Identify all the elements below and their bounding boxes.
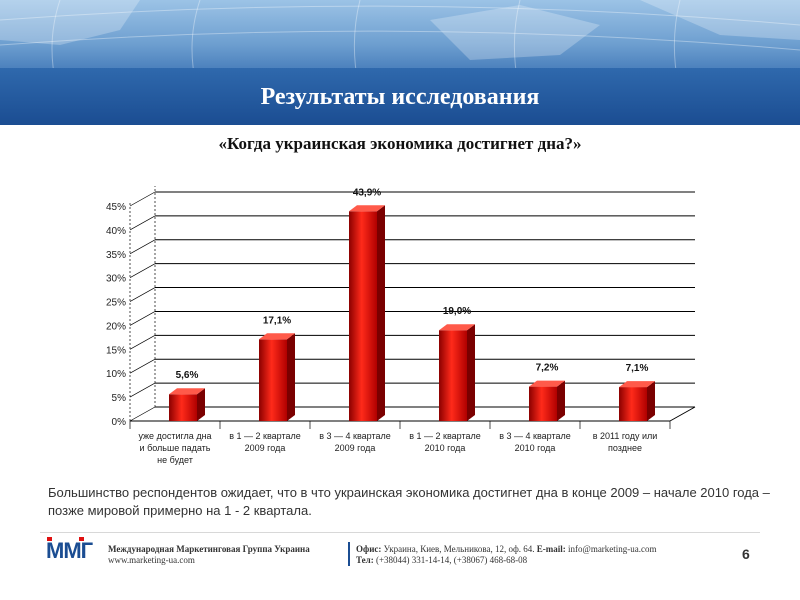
contact-info: Офис: Украина, Киев, Мельникова, 12, оф.… xyxy=(356,544,657,566)
side-wall-line xyxy=(129,215,156,231)
summary-text: Большинство респондентов ожидает, что в … xyxy=(48,485,770,518)
company-website[interactable]: www.marketing-ua.com xyxy=(108,555,195,565)
data-label: 7,1% xyxy=(626,363,649,374)
bar-top xyxy=(439,324,475,331)
x-tick-label: в 2011 году или позднее xyxy=(593,431,658,453)
bar-side xyxy=(557,380,565,421)
y-tick-label: 20% xyxy=(106,321,126,332)
data-label: 43,9% xyxy=(353,187,381,198)
data-label: 19,0% xyxy=(443,306,471,317)
side-wall-line xyxy=(129,263,156,278)
footer-divider xyxy=(40,532,760,533)
header-banner xyxy=(0,0,800,125)
bar-front xyxy=(349,211,377,421)
bar-front xyxy=(169,394,197,421)
world-map-background xyxy=(0,0,800,125)
company-logo: ММГ xyxy=(46,537,95,563)
company-info: Международная Маркетинговая Группа Украи… xyxy=(108,544,310,566)
bar xyxy=(439,324,475,421)
x-tick-label: уже достигла дна и больше падать не будет xyxy=(138,431,211,465)
bar xyxy=(169,388,205,421)
bar-chart: 0% 5% 10% 15% 20% 25% 30% 35% 40% 45% 5,6% 17,1% 43… xyxy=(106,186,696,465)
y-tick-label: 0% xyxy=(112,417,127,428)
bar-top xyxy=(259,333,295,340)
y-tick-label: 25% xyxy=(106,298,126,309)
bar xyxy=(349,205,385,421)
svg-text:ММГ: ММГ xyxy=(46,538,94,563)
phone-numbers: (+38044) 331-14-14, (+38067) 468-68-08 xyxy=(375,555,528,565)
bar-top xyxy=(529,380,565,387)
bar-side xyxy=(467,324,475,421)
bar-side xyxy=(197,388,205,421)
data-label: 5,6% xyxy=(176,370,199,381)
side-wall-line xyxy=(129,287,156,302)
x-tick-label: в 3 — 4 квартале 2009 года xyxy=(319,431,391,453)
bar-front xyxy=(529,386,557,421)
side-wall-line xyxy=(129,311,156,326)
data-label: 17,1% xyxy=(263,315,291,326)
survey-question: «Когда украинская экономика достигнет дн… xyxy=(218,134,582,153)
bar xyxy=(259,333,295,421)
side-wall-line xyxy=(129,382,156,398)
y-tick-label: 10% xyxy=(106,369,126,380)
x-axis: уже достигла дна и больше падать не будет в… xyxy=(129,421,671,465)
side-wall-line xyxy=(129,191,156,207)
y-tick-label: 5% xyxy=(112,393,127,404)
email-link[interactable]: info@marketing-ua.com xyxy=(568,544,657,554)
data-labels: 5,6% 17,1% 43,9% 19,0% 7,2% 7,1% xyxy=(176,187,649,381)
email-label: E-mail: xyxy=(536,544,566,554)
bar-side xyxy=(647,381,655,421)
phone-label: Тел: xyxy=(356,555,374,565)
bar-top xyxy=(349,205,385,212)
side-wall-line xyxy=(129,239,156,255)
data-label: 7,2% xyxy=(536,363,559,374)
bar xyxy=(529,380,565,421)
bar-top xyxy=(619,381,655,388)
bar-front xyxy=(259,339,287,421)
office-label: Офис: xyxy=(356,544,382,554)
chart-grid xyxy=(129,186,696,422)
y-tick-label: 35% xyxy=(106,250,126,261)
bar-front xyxy=(439,330,467,421)
page-number: 6 xyxy=(742,546,750,562)
title-strip xyxy=(0,68,800,125)
company-name: Международная Маркетинговая Группа Украи… xyxy=(108,544,310,554)
side-wall-line xyxy=(129,358,156,374)
y-tick-label: 45% xyxy=(106,202,126,213)
side-wall-line xyxy=(129,406,156,422)
bar-front xyxy=(619,387,647,421)
bar-side xyxy=(377,205,385,421)
floor-line xyxy=(669,406,696,422)
contact-divider xyxy=(348,542,350,566)
y-tick-label: 15% xyxy=(106,345,126,356)
y-axis: 0% 5% 10% 15% 20% 25% 30% 35% 40% 45% xyxy=(106,202,126,428)
y-tick-label: 40% xyxy=(106,226,126,237)
bar-top xyxy=(169,388,205,395)
side-wall-line xyxy=(129,335,156,350)
x-tick-label: в 3 — 4 квартале 2010 года xyxy=(499,431,571,453)
slide-title: Результаты исследования xyxy=(260,84,540,110)
bar xyxy=(619,381,655,421)
office-address: Украина, Киев, Мельникова, 12, оф. 64. xyxy=(383,544,535,554)
y-tick-label: 30% xyxy=(106,274,126,285)
bars xyxy=(169,205,655,421)
x-tick-label: в 1 — 2 квартале 2010 года xyxy=(409,431,481,453)
bar-side xyxy=(287,333,295,421)
x-tick-label: в 1 — 2 квартале 2009 года xyxy=(229,431,301,453)
